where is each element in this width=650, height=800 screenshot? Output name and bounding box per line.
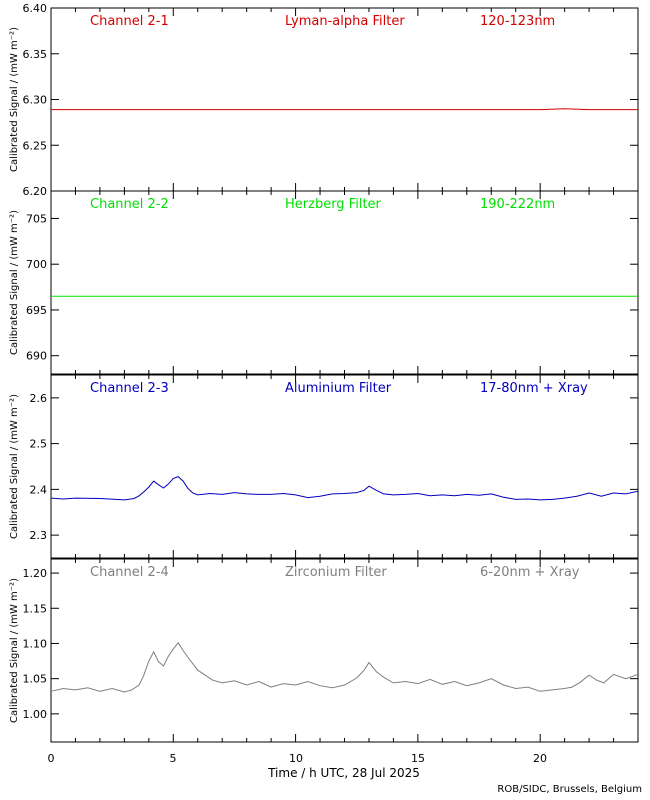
y-tick-label: 6.30 [23,94,48,107]
y-tick-label: 2.5 [30,438,48,451]
x-tick-label: 10 [289,752,303,765]
y-tick-label: 1.10 [23,637,48,650]
panel-frame [50,374,639,559]
x-tick-label: 5 [170,752,177,765]
y-tick-label: 1.05 [23,673,48,686]
y-tick-label: 2.6 [30,392,48,405]
x-tick-label: 15 [411,752,425,765]
y-axis-title: Calibrated Signal / (mW m⁻²) [9,578,20,723]
y-tick-label: 6.40 [23,2,48,15]
panel-frame [50,558,639,743]
filter-label: Lyman-alpha Filter [285,14,405,29]
channel-label: Channel 2-2 [90,197,169,212]
y-tick-label: 1.15 [23,602,48,615]
x-axis-title: Time / h UTC, 28 Jul 2025 [267,766,420,780]
y-tick-label: 700 [26,258,47,271]
band-label: 6-20nm + Xray [480,565,580,580]
band-label: 120-123nm [480,14,555,29]
y-tick-label: 695 [26,304,47,317]
channel-label: Channel 2-3 [90,381,169,396]
band-label: 17-80nm + Xray [480,381,588,396]
y-tick-label: 6.20 [23,185,48,198]
y-tick-label: 705 [26,212,47,225]
x-tick-label: 0 [48,752,55,765]
credit-text: ROB/SIDC, Brussels, Belgium [497,784,642,795]
y-tick-label: 1.20 [23,567,48,580]
channel-label: Channel 2-1 [90,14,169,29]
y-tick-label: 2.4 [30,483,48,496]
panel-frame [50,7,639,192]
series-line [50,641,639,693]
chart-panels: 6.20 6.25 6.30 6.35 6.40 Calibrated Signal / … [9,2,639,743]
panel-frame [50,190,639,375]
y-tick-label: 1.00 [23,708,48,721]
panel-1: 6.20 6.25 6.30 6.35 6.40 Calibrated Signal / … [9,2,639,198]
x-tick-label: 20 [533,752,547,765]
filter-label: Herzberg Filter [285,197,382,212]
panel-2: 690 695 700 705 Calibrated Signal / (mW m⁻²)… [9,190,639,375]
filter-label: Aluminium Filter [285,381,392,396]
x-tick-labels: 0 5 10 15 20 [48,752,548,765]
y-axis-title: Calibrated Signal / (mW m⁻²) [9,210,20,355]
filter-label: Zirconium Filter [285,565,387,580]
panel-3: 2.3 2.4 2.5 2.6 Calibrated Signal / (mW m⁻²)… [9,374,639,559]
y-tick-label: 690 [26,350,47,363]
series-line [50,476,639,501]
series-line [51,108,638,111]
y-axis-title: Calibrated Signal / (mW m⁻²) [9,27,20,172]
y-axis-title: Calibrated Signal / (mW m⁻²) [9,394,20,539]
channel-label: Channel 2-4 [90,565,169,580]
band-label: 190-222nm [480,197,555,212]
y-tick-label: 6.35 [23,48,48,61]
y-tick-label: 6.25 [23,139,48,152]
y-tick-label: 2.3 [30,529,48,542]
